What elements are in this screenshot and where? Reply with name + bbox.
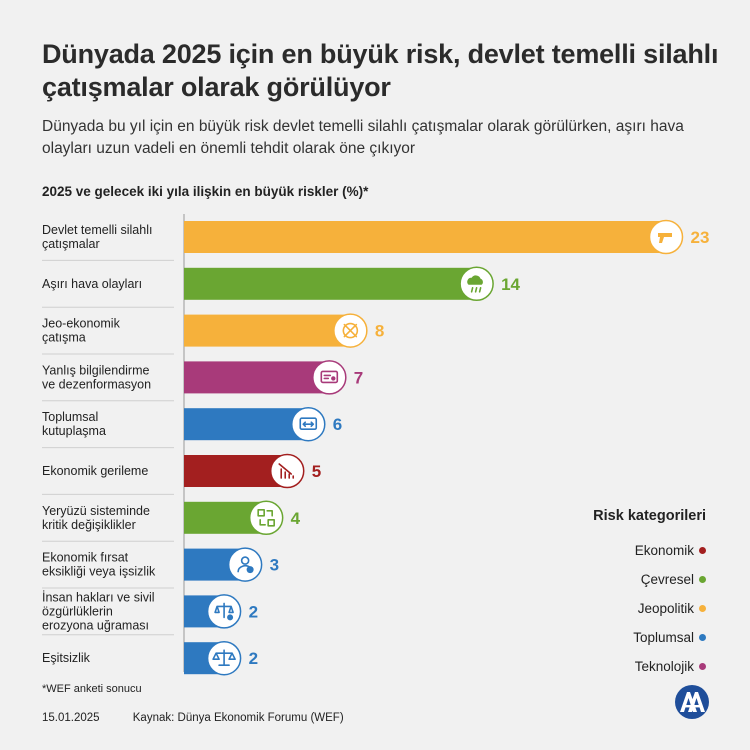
- footnote: *WEF anketi sonucu: [42, 683, 142, 695]
- value-label: 5: [312, 462, 321, 481]
- category-label: Ekonomik fırsat eksikliği veya işsizlik: [42, 551, 156, 579]
- category-label: İnsan hakları ve sivil özgürlüklerin erozy…: [42, 590, 155, 632]
- legend-dot: [699, 604, 706, 612]
- category-label: Devlet temelli silahlı çatışmalar: [42, 223, 152, 251]
- risk-bar-chart: Devlet temelli silahlı çatışmalar 23Aşırı …: [42, 214, 710, 676]
- legend: Risk kategorileri Ekonomik Çevresel Jeopol…: [593, 508, 706, 681]
- footer: 15.01.2025 Kaynak: Dünya Ekonomik Forumu…: [42, 712, 344, 724]
- bar: [184, 361, 332, 394]
- category-label: Aşırı hava olayları: [42, 277, 142, 291]
- bar-row: Yeryüzü sisteminde kritik değişiklikler 4: [42, 500, 301, 536]
- chart-heading: 2025 ve gelecek iki yıla ilişkin en büyü…: [42, 184, 369, 199]
- bar-row: Jeo-ekonomik çatışma 8: [42, 313, 384, 348]
- bar-row: Devlet temelli silahlı çatışmalar 23: [42, 219, 710, 255]
- legend-item: Ekonomik: [593, 536, 706, 565]
- bar-icon-badge: [248, 500, 284, 536]
- category-label: Yeryüzü sisteminde kritik değişiklikler: [42, 504, 150, 532]
- category-label: Toplumsal kutuplaşma: [42, 410, 106, 438]
- aa-logo: [675, 685, 709, 719]
- legend-item: Jeopolitik: [593, 594, 706, 623]
- legend-dot: [699, 633, 706, 641]
- footer-date: 15.01.2025: [42, 712, 100, 724]
- legend-item: Toplumsal: [593, 623, 706, 652]
- legend-dot: [699, 546, 706, 554]
- bar-row: Eşitsizlik 2: [42, 640, 258, 676]
- legend-dot: [699, 662, 706, 670]
- footer-source: Kaynak: Dünya Ekonomik Forumu (WEF): [132, 712, 344, 724]
- page-title: Dünyada 2025 için en büyük risk, devlet …: [42, 39, 719, 102]
- value-label: 7: [354, 368, 363, 387]
- bar-row: İnsan hakları ve sivil özgürlüklerin erozy…: [42, 590, 258, 632]
- bar-row: Ekonomik fırsat eksikliği veya işsizlik 3: [42, 547, 279, 582]
- bar-row: Aşırı hava olayları 14: [42, 266, 521, 302]
- legend-title: Risk kategorileri: [593, 508, 706, 524]
- bar: [184, 267, 479, 300]
- value-label: 23: [691, 228, 710, 247]
- legend-dot: [699, 575, 706, 583]
- value-label: 3: [270, 556, 279, 575]
- bar: [184, 408, 311, 441]
- legend-item-label: Teknolojik: [634, 659, 694, 674]
- misinformation-icon: [320, 370, 339, 384]
- legend-item: Teknolojik: [593, 652, 706, 681]
- category-label: Ekonomik gerileme: [42, 464, 148, 478]
- trade-conflict-icon: [342, 322, 359, 339]
- bar-row: Toplumsal kutuplaşma 6: [42, 406, 342, 442]
- value-label: 2: [249, 649, 258, 668]
- bar: [184, 314, 353, 347]
- value-label: 6: [333, 415, 342, 434]
- economic-decline-icon: [278, 463, 295, 479]
- bar: [184, 221, 668, 253]
- value-label: 2: [249, 602, 258, 621]
- unemployment-icon: [237, 556, 254, 574]
- page-subtitle: Dünyada bu yıl için en büyük risk devlet…: [42, 118, 684, 157]
- value-label: 4: [291, 509, 301, 528]
- storm-cloud-icon: [467, 275, 483, 293]
- polarization-icon: [299, 417, 318, 431]
- legend-item-label: Jeopolitik: [637, 601, 694, 616]
- scales-icon: [212, 649, 236, 666]
- legend-item-label: Çevresel: [640, 572, 694, 587]
- bar-icon-badge: [312, 360, 347, 395]
- bar-row: Ekonomik gerileme 5: [42, 453, 321, 489]
- human-rights-icon: [214, 602, 234, 621]
- legend-item: Çevresel: [593, 565, 706, 594]
- earth-system-icon: [257, 508, 275, 527]
- category-label: Yanlış bilgilendirme ve dezenformasyon: [42, 363, 151, 391]
- category-label: Eşitsizlik: [42, 651, 91, 665]
- legend-item-label: Toplumsal: [633, 630, 694, 645]
- value-label: 8: [375, 322, 384, 341]
- bar-row: Yanlış bilgilendirme ve dezenformasyon 7: [42, 360, 363, 395]
- gun-icon: [658, 233, 672, 243]
- category-label: Jeo-ekonomik çatışma: [42, 317, 121, 345]
- value-label: 14: [501, 275, 520, 294]
- legend-item-label: Ekonomik: [634, 543, 694, 558]
